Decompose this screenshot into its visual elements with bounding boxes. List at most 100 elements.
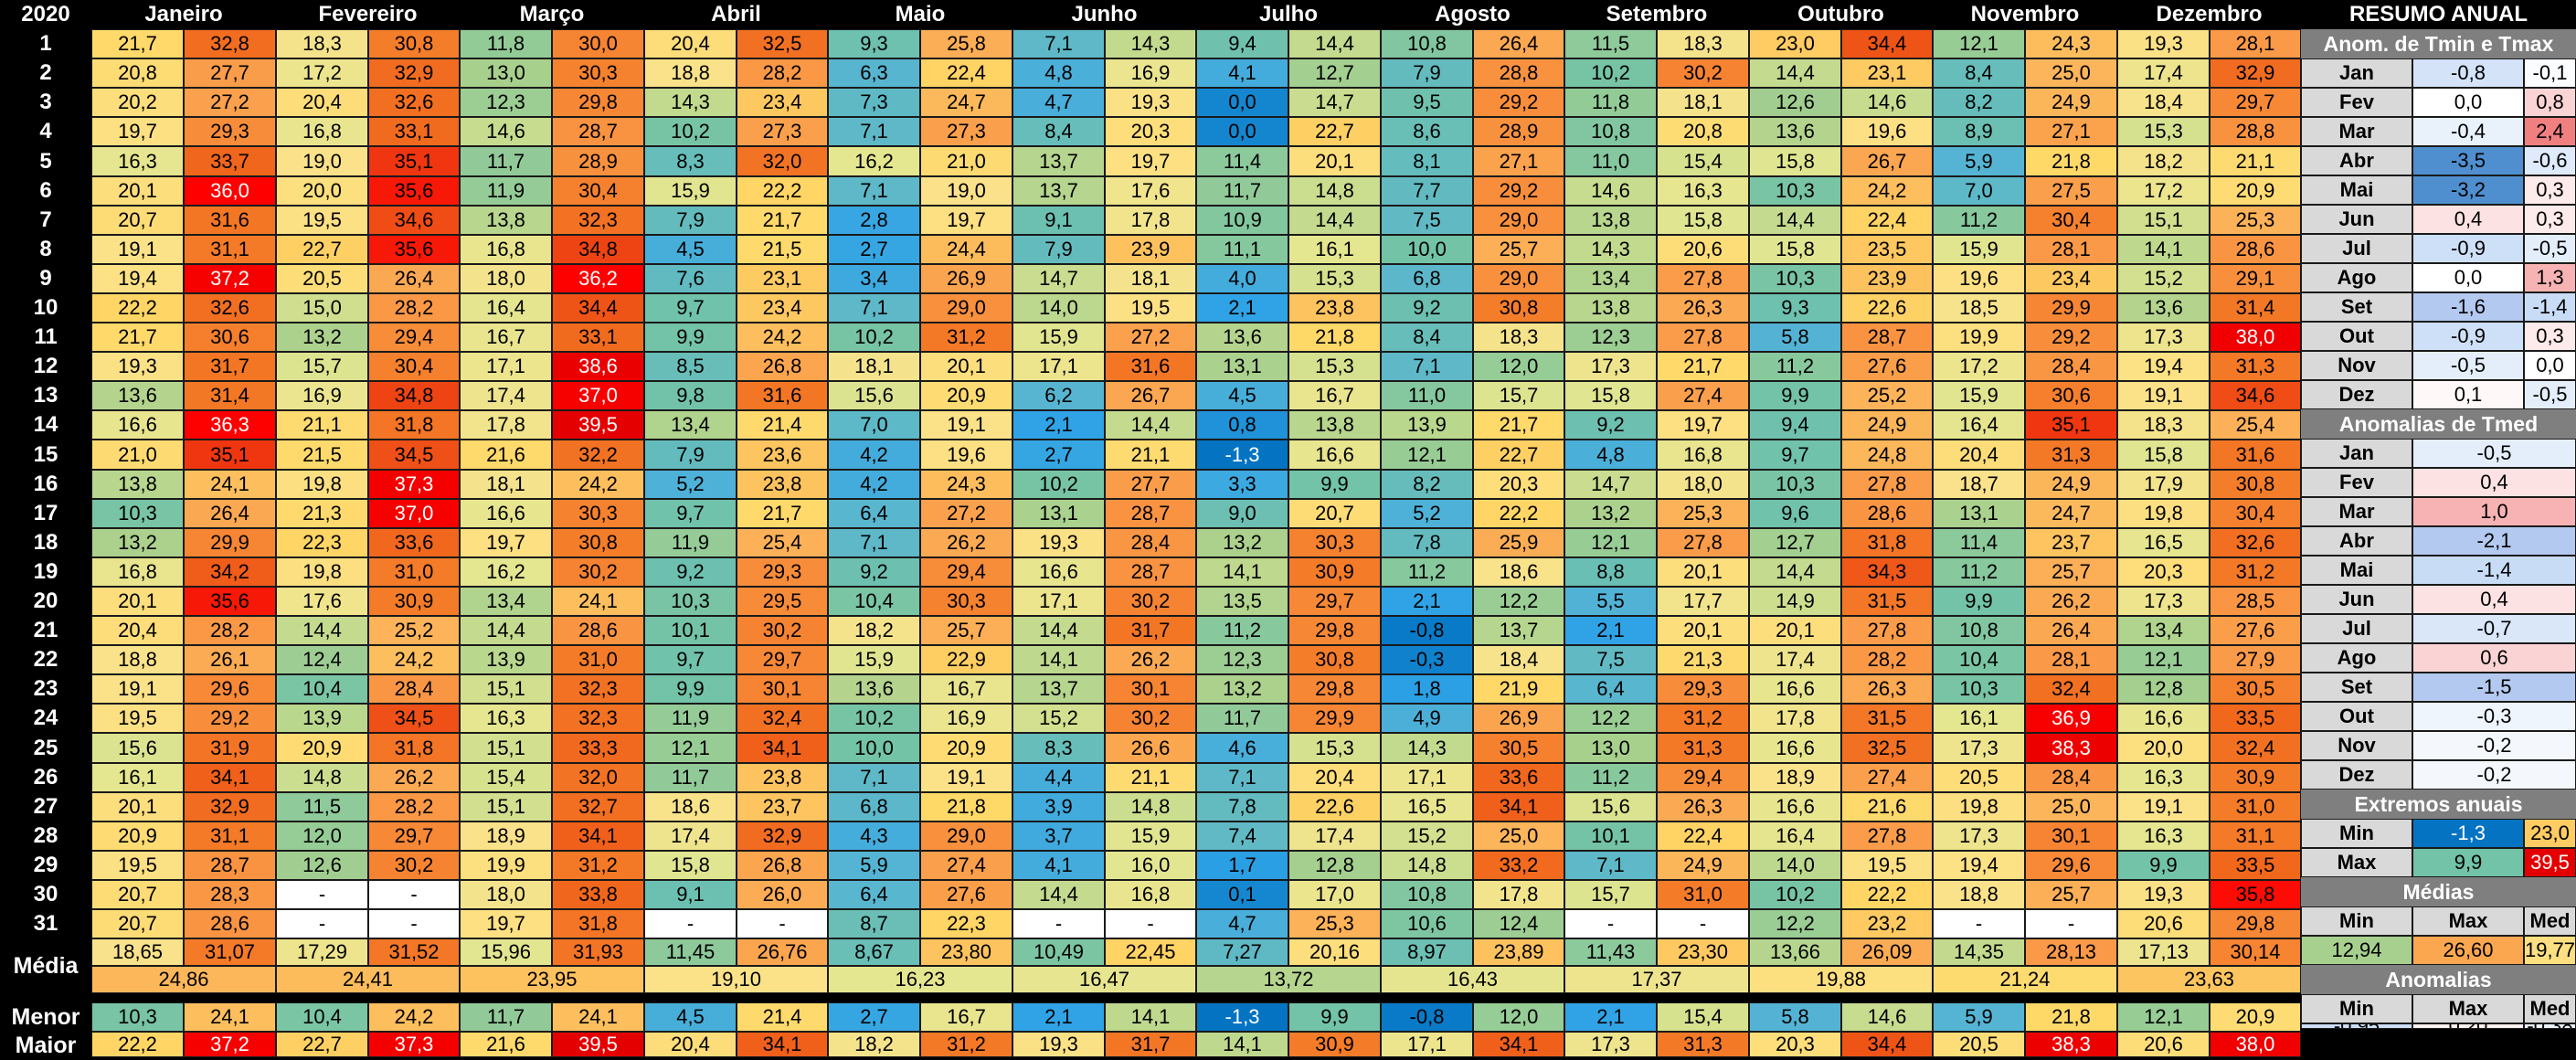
tmin-cell: 15,8 bbox=[1749, 146, 1841, 176]
day-label-11: 11 bbox=[0, 323, 91, 352]
tmin-cell: 14,1 bbox=[1012, 645, 1105, 674]
tmin-cell: 15,2 bbox=[1381, 822, 1473, 851]
tmax-cell: 31,2 bbox=[1657, 704, 1749, 733]
menor-tmax: 24,1 bbox=[184, 1002, 276, 1032]
tmax-cell: 28,2 bbox=[1841, 645, 1933, 674]
tmax-cell: 12,0 bbox=[1473, 352, 1564, 381]
anom-tmed: 0,4 bbox=[2412, 468, 2576, 497]
resumo-month-label: Ago bbox=[2301, 263, 2412, 292]
anomalias-value: -0,95 bbox=[2301, 1023, 2412, 1029]
tmin-cell: 9,1 bbox=[644, 880, 737, 909]
tmin-cell: 3,7 bbox=[1012, 822, 1105, 851]
tmax-cell: 31,7 bbox=[1105, 616, 1196, 645]
tmax-cell: 39,5 bbox=[552, 410, 644, 440]
media-total: 16,47 bbox=[1012, 966, 1196, 993]
day-label-9: 9 bbox=[0, 264, 91, 293]
tmax-cell: 29,4 bbox=[1657, 763, 1749, 792]
tmin-cell: 5,2 bbox=[644, 470, 737, 499]
tmax-cell: 30,3 bbox=[920, 587, 1012, 616]
month-header-4: Abril bbox=[644, 0, 828, 29]
tmax-cell: 32,9 bbox=[184, 792, 276, 822]
tmax-cell: 29,8 bbox=[1288, 674, 1381, 704]
tmax-cell: 26,8 bbox=[737, 352, 828, 381]
tmax-cell: 33,6 bbox=[368, 528, 460, 557]
tmin-cell: 13,1 bbox=[1196, 352, 1288, 381]
tmax-cell: 31,5 bbox=[1841, 704, 1933, 733]
tmin-cell: 12,0 bbox=[276, 822, 368, 851]
tmin-cell: 7,8 bbox=[1381, 528, 1473, 557]
tmax-cell: 31,6 bbox=[1105, 352, 1196, 381]
media-tmin: 7,27 bbox=[1196, 938, 1288, 966]
tmax-cell: 32,3 bbox=[552, 206, 644, 235]
tmin-cell: 4,6 bbox=[1196, 733, 1288, 763]
tmin-cell: 11,7 bbox=[644, 763, 737, 792]
tmax-cell: 27,8 bbox=[1657, 264, 1749, 293]
tmax-cell: 23,8 bbox=[1288, 293, 1381, 323]
media-tmax: 26,09 bbox=[1841, 938, 1933, 966]
tmax-cell: 28,1 bbox=[2210, 29, 2301, 58]
media-tmax: 30,14 bbox=[2210, 938, 2301, 966]
tmin-cell: 20,7 bbox=[91, 206, 184, 235]
tmax-cell: 23,1 bbox=[1841, 58, 1933, 88]
tmax-cell: 13,7 bbox=[1473, 616, 1564, 645]
tmax-cell: 30,2 bbox=[1105, 587, 1196, 616]
tmax-cell: 28,7 bbox=[1105, 557, 1196, 587]
tmax-cell: 20,7 bbox=[1288, 499, 1381, 528]
tmax-cell: 15,3 bbox=[1288, 352, 1381, 381]
tmin-cell: 16,8 bbox=[460, 235, 552, 264]
extremos-v1: 9,9 bbox=[2412, 848, 2524, 877]
medias-value: 12,94 bbox=[2301, 936, 2412, 965]
media-tmax: 31,07 bbox=[184, 938, 276, 966]
tmax-cell: 19,1 bbox=[920, 410, 1012, 440]
tmin-cell: 9,2 bbox=[644, 557, 737, 587]
tmin-cell: 19,1 bbox=[2117, 792, 2210, 822]
tmax-cell: 36,0 bbox=[184, 176, 276, 206]
tmin-cell: 19,9 bbox=[1933, 323, 2025, 352]
tmax-cell: 16,9 bbox=[1105, 58, 1196, 88]
tmin-cell: 17,2 bbox=[1933, 352, 2025, 381]
tmax-cell: 30,2 bbox=[1105, 704, 1196, 733]
tmin-cell: 17,6 bbox=[276, 587, 368, 616]
tmin-cell: 2,1 bbox=[1196, 293, 1288, 323]
tmin-cell: 13,4 bbox=[460, 587, 552, 616]
tmin-cell: 17,1 bbox=[460, 352, 552, 381]
tmin-cell: 9,2 bbox=[1564, 410, 1657, 440]
menor-tmax: 24,1 bbox=[552, 1002, 644, 1032]
media-total: 24,41 bbox=[276, 966, 460, 993]
tmin-cell: 13,9 bbox=[460, 645, 552, 674]
tmin-cell: 12,8 bbox=[2117, 674, 2210, 704]
tmin-cell: 15,1 bbox=[460, 674, 552, 704]
tmax-cell: 27,8 bbox=[1657, 323, 1749, 352]
tmax-cell: 29,7 bbox=[2210, 88, 2301, 117]
media-total: 16,23 bbox=[828, 966, 1012, 993]
tmax-cell: 26,2 bbox=[368, 763, 460, 792]
month-header-8: Agosto bbox=[1381, 0, 1564, 29]
day-label-26: 26 bbox=[0, 763, 91, 792]
tmin-cell: 12,7 bbox=[1749, 528, 1841, 557]
anom-tmax: 2,4 bbox=[2524, 117, 2576, 146]
tmax-cell: 17,0 bbox=[1288, 880, 1381, 909]
tmax-cell: 21,7 bbox=[1473, 410, 1564, 440]
tmin-cell: 18,5 bbox=[1933, 293, 2025, 323]
tmin-cell: 14,3 bbox=[1564, 235, 1657, 264]
tmax-cell: 29,0 bbox=[920, 293, 1012, 323]
tmax-cell: 30,0 bbox=[552, 29, 644, 58]
resumo-month-label: Jan bbox=[2301, 439, 2412, 468]
tmax-cell: 27,8 bbox=[1841, 616, 1933, 645]
medias-header: Med bbox=[2524, 906, 2576, 936]
day-label-5: 5 bbox=[0, 146, 91, 176]
anom-tmin: -0,9 bbox=[2412, 322, 2524, 351]
tmax-cell: 16,0 bbox=[1105, 851, 1196, 880]
tmax-cell: 34,1 bbox=[1473, 792, 1564, 822]
tmin-cell: 13,6 bbox=[828, 674, 920, 704]
media-tmin: 14,35 bbox=[1933, 938, 2025, 966]
tmax-cell: 32,0 bbox=[737, 146, 828, 176]
menor-tmin: 12,1 bbox=[2117, 1002, 2210, 1032]
tmax-cell: 33,5 bbox=[2210, 851, 2301, 880]
resumo-month-label: Mai bbox=[2301, 175, 2412, 205]
tmax-cell: 18,1 bbox=[1657, 88, 1749, 117]
day-label-14: 14 bbox=[0, 410, 91, 440]
extremos-title: Extremos anuais bbox=[2301, 790, 2576, 819]
tmin-cell: 18,6 bbox=[644, 792, 737, 822]
tmin-cell: 14,9 bbox=[1749, 587, 1841, 616]
